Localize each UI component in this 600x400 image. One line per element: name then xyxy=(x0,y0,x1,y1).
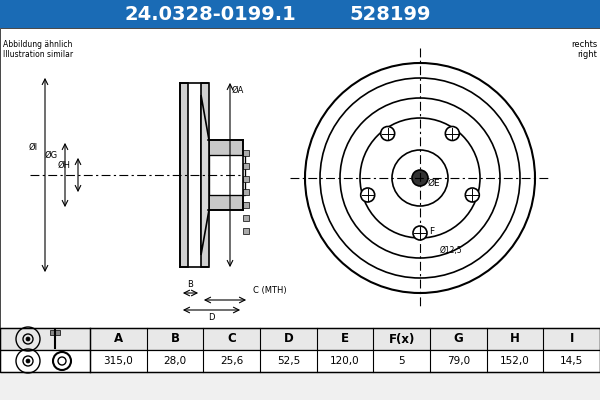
Bar xyxy=(243,150,249,156)
Text: 24.0328-0199.1: 24.0328-0199.1 xyxy=(124,4,296,24)
Bar xyxy=(243,202,249,208)
Text: 28,0: 28,0 xyxy=(163,356,187,366)
Text: C: C xyxy=(227,332,236,346)
Text: C (MTH): C (MTH) xyxy=(253,286,287,295)
Text: 5: 5 xyxy=(398,356,405,366)
Text: ØH: ØH xyxy=(58,160,71,170)
Bar xyxy=(50,330,60,335)
Circle shape xyxy=(26,359,30,363)
Text: ØI: ØI xyxy=(29,142,38,152)
Text: G: G xyxy=(454,332,463,346)
FancyBboxPatch shape xyxy=(0,350,600,372)
Bar xyxy=(243,228,249,234)
Text: 120,0: 120,0 xyxy=(330,356,360,366)
Text: ØE: ØE xyxy=(428,178,440,188)
FancyBboxPatch shape xyxy=(0,28,600,328)
Text: 52,5: 52,5 xyxy=(277,356,300,366)
Text: 315,0: 315,0 xyxy=(103,356,133,366)
Bar xyxy=(243,176,249,182)
Bar xyxy=(243,163,249,169)
Text: F: F xyxy=(429,226,434,236)
Text: Ø12,5: Ø12,5 xyxy=(440,246,463,254)
Text: 25,6: 25,6 xyxy=(220,356,243,366)
Polygon shape xyxy=(209,155,245,195)
Text: D: D xyxy=(208,313,215,322)
Circle shape xyxy=(361,188,374,202)
Bar xyxy=(243,215,249,221)
Circle shape xyxy=(445,126,460,140)
Polygon shape xyxy=(180,83,188,267)
Text: 14,5: 14,5 xyxy=(560,356,583,366)
FancyBboxPatch shape xyxy=(0,0,600,28)
Circle shape xyxy=(466,188,479,202)
Text: B: B xyxy=(188,280,193,289)
Polygon shape xyxy=(209,140,243,210)
Text: H: H xyxy=(510,332,520,346)
Text: rechts
right: rechts right xyxy=(571,40,597,59)
Text: B: B xyxy=(170,332,179,346)
Circle shape xyxy=(380,126,395,140)
Text: D: D xyxy=(283,332,293,346)
Circle shape xyxy=(413,226,427,240)
FancyBboxPatch shape xyxy=(0,328,600,350)
Text: F(x): F(x) xyxy=(388,332,415,346)
Bar xyxy=(243,189,249,195)
Circle shape xyxy=(412,170,428,186)
Text: I: I xyxy=(569,332,574,346)
Text: A: A xyxy=(114,332,123,346)
Text: E: E xyxy=(341,332,349,346)
Text: Abbildung ähnlich
Illustration similar: Abbildung ähnlich Illustration similar xyxy=(3,40,73,59)
Circle shape xyxy=(26,337,30,341)
Polygon shape xyxy=(201,95,209,255)
Text: 528199: 528199 xyxy=(349,4,431,24)
Text: 152,0: 152,0 xyxy=(500,356,530,366)
Text: 79,0: 79,0 xyxy=(447,356,470,366)
Text: ØA: ØA xyxy=(232,86,244,94)
Polygon shape xyxy=(201,83,209,267)
Circle shape xyxy=(58,357,66,365)
Text: ØG: ØG xyxy=(45,150,58,160)
